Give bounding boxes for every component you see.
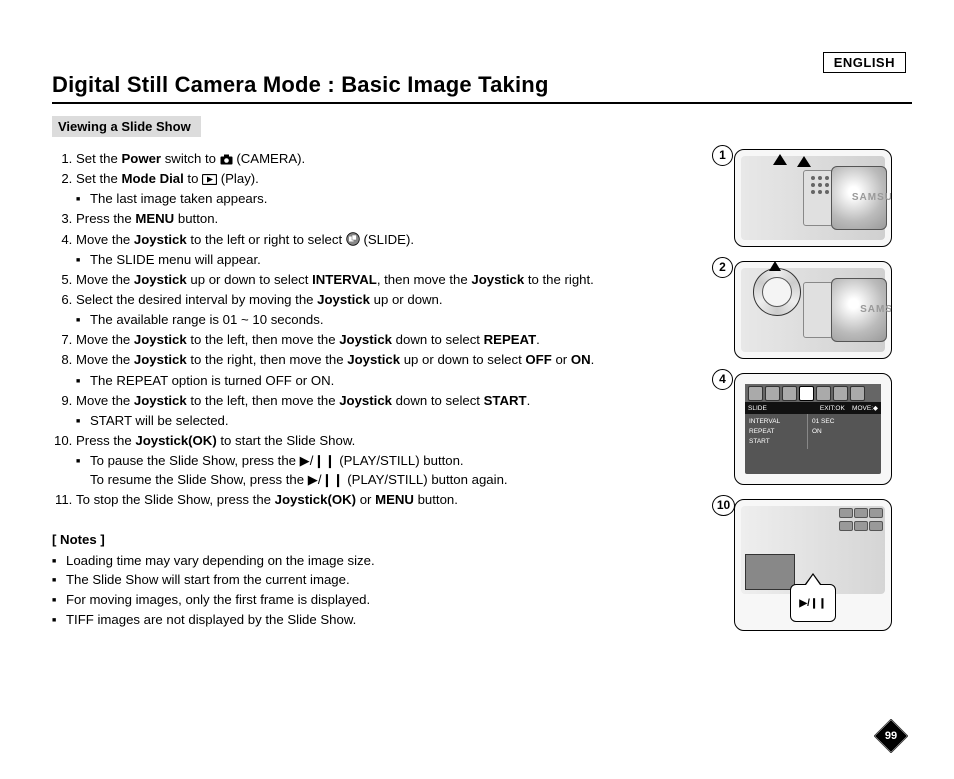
button-cluster-icon: [839, 508, 881, 531]
step-sub-list: The SLIDE menu will appear.: [76, 250, 724, 269]
notes-list: Loading time may vary depending on the i…: [52, 551, 724, 630]
step-item: Set the Power switch to (CAMERA).: [76, 149, 724, 168]
note-item: The Slide Show will start from the curre…: [66, 570, 724, 590]
step-item: Move the Joystick to the left, then move…: [76, 330, 724, 349]
arrow-up-icon: [797, 156, 811, 167]
page-title: Digital Still Camera Mode : Basic Image …: [52, 72, 906, 98]
figure-number: 10: [712, 495, 735, 516]
step-item: Select the desired interval by moving th…: [76, 290, 724, 329]
arrow-up-icon: [773, 154, 787, 165]
lcd-exit-label: EXIT:OK: [820, 405, 845, 412]
lcd-row-label: START: [749, 437, 803, 447]
steps-list: Set the Power switch to (CAMERA).Set the…: [52, 149, 724, 510]
lcd-row-label: INTERVAL: [749, 417, 803, 427]
figure-4: 4: [734, 373, 906, 485]
subheading: Viewing a Slide Show: [52, 116, 201, 137]
note-item: TIFF images are not displayed by the Sli…: [66, 610, 724, 630]
figure-2-illustration: SAMS: [734, 261, 892, 359]
figure-number: 2: [712, 257, 733, 278]
lcd-tab-icon: [782, 386, 797, 401]
note-item: Loading time may vary depending on the i…: [66, 551, 724, 571]
step-item: To stop the Slide Show, press the Joysti…: [76, 490, 724, 509]
figure-10-illustration: ▶/❙❙: [734, 499, 892, 631]
step-sub-item: The SLIDE menu will appear.: [90, 250, 724, 269]
step-item: Move the Joystick to the left, then move…: [76, 391, 724, 430]
figure-1-illustration: SAMSU: [734, 149, 892, 247]
figure-number: 1: [712, 145, 733, 166]
lcd-tab-icon-active: [799, 386, 814, 401]
step-item: Set the Mode Dial to (Play).The last ima…: [76, 169, 724, 208]
lcd-tab-icon: [816, 386, 831, 401]
instructions-column: Set the Power switch to (CAMERA).Set the…: [52, 149, 734, 630]
lcd-tab-icon: [765, 386, 780, 401]
brand-text: SAMS: [860, 304, 892, 315]
step-item: Move the Joystick up or down to select I…: [76, 270, 724, 289]
arrow-up-icon: [769, 261, 781, 271]
figures-column: 1 SAMSU 2: [734, 149, 906, 645]
step-sub-item: The last image taken appears.: [90, 189, 724, 208]
step-sub-item: The REPEAT option is turned OFF or ON.: [90, 371, 724, 390]
figure-1: 1 SAMSU: [734, 149, 906, 247]
notes-heading: [ Notes ]: [52, 530, 724, 549]
step-sub-list: To pause the Slide Show, press the ▶/❙❙ …: [76, 451, 724, 489]
mode-dial-icon: [753, 268, 801, 316]
lcd-tab-icon: [748, 386, 763, 401]
step-sub-list: START will be selected.: [76, 411, 724, 430]
play-still-callout: ▶/❙❙: [790, 584, 836, 622]
figure-number: 4: [712, 369, 733, 390]
lcd-tab-icon: [850, 386, 865, 401]
brand-text: SAMSU: [852, 192, 892, 203]
lcd-row-value: 01 SEC: [812, 417, 852, 427]
lcd-move-label: MOVE:: [852, 405, 873, 412]
step-item: Press the Joystick(OK) to start the Slid…: [76, 431, 724, 489]
step-sub-list: The last image taken appears.: [76, 189, 724, 208]
figure-4-lcd: SLIDE EXIT:OK MOVE:◆ INTERVAL REPEAT: [734, 373, 892, 485]
lcd-menu-title: SLIDE: [748, 405, 767, 412]
lcd-tab-icon: [833, 386, 848, 401]
step-item: Press the MENU button.: [76, 209, 724, 228]
step-sub-item: The available range is 01 ~ 10 seconds.: [90, 310, 724, 329]
step-sub-list: The REPEAT option is turned OFF or ON.: [76, 371, 724, 390]
title-underline: [52, 102, 912, 104]
step-sub-item: START will be selected.: [90, 411, 724, 430]
lcd-row-label: REPEAT: [749, 427, 803, 437]
lcd-header-bar: SLIDE EXIT:OK MOVE:◆: [745, 402, 881, 414]
lcd-tab-row: [745, 384, 881, 402]
page-number-badge: 99: [874, 719, 908, 753]
step-item: Move the Joystick to the left or right t…: [76, 230, 724, 269]
lcd-screen-icon: [745, 554, 795, 590]
figure-10: 10 ▶/❙❙: [734, 499, 906, 631]
figure-2: 2 SAMS: [734, 261, 906, 359]
language-label: ENGLISH: [823, 52, 906, 73]
lcd-row-value: ON: [812, 427, 852, 437]
step-item: Move the Joystick to the right, then mov…: [76, 350, 724, 389]
note-item: For moving images, only the first frame …: [66, 590, 724, 610]
play-pause-icon: ▶/❙❙: [799, 598, 826, 609]
lcd-body: INTERVAL REPEAT START 01 SEC ON: [745, 414, 881, 449]
step-sub-list: The available range is 01 ~ 10 seconds.: [76, 310, 724, 329]
page-number: 99: [874, 719, 908, 753]
step-sub-item: To pause the Slide Show, press the ▶/❙❙ …: [90, 451, 724, 489]
